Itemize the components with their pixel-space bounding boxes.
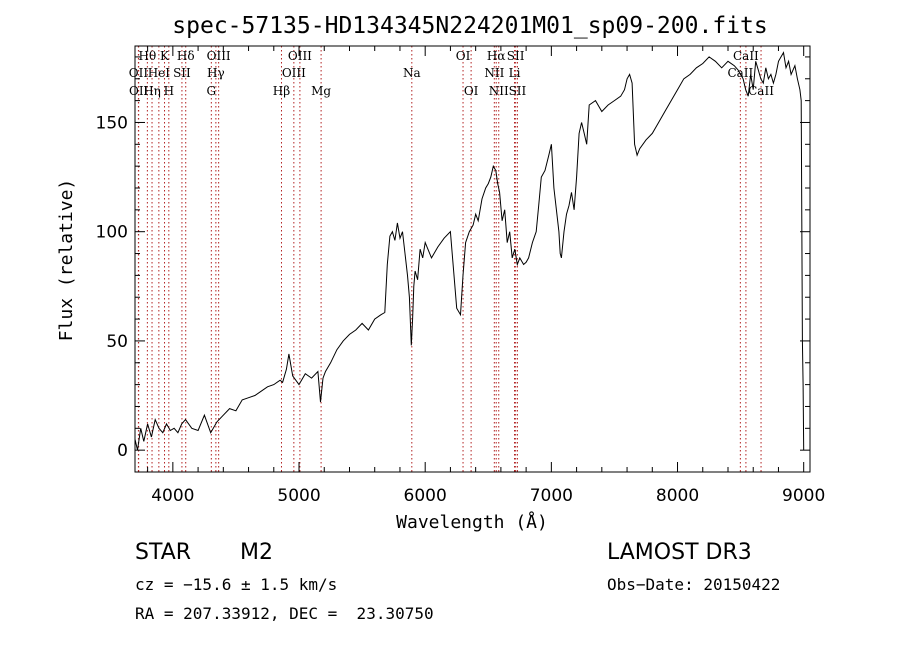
x-axis-ticks: 4000 5000 6000 7000 8000 9000 [147, 46, 825, 506]
x-tick-label: 5000 [277, 486, 320, 506]
spectral-line-label: OIII [282, 66, 306, 80]
spectral-line-label: SII [507, 49, 525, 63]
spectral-line-labels: HθOIIOIIHηHeIKHSIIHδGHγOIIIHβOIIIOIIIMgN… [129, 49, 774, 98]
spectral-line-markers [137, 46, 762, 472]
spectral-line-label: OI [456, 49, 471, 63]
spectral-line-label: Hδ [177, 49, 195, 63]
spectral-line-label: OII [129, 84, 149, 98]
spectral-line-label: SII [173, 66, 191, 80]
ra-dec-coordinates: RA = 207.33912, DEC = 23.30750 [135, 604, 434, 623]
spectral-line-label: SII [509, 84, 527, 98]
observation-date: Obs−Date: 20150422 [607, 575, 781, 594]
flux-series-line [134, 51, 805, 451]
x-tick-label: 4000 [151, 486, 194, 506]
y-tick-label: 100 [96, 223, 128, 243]
spectral-line-label: Hα [487, 49, 506, 63]
y-axis-label: Flux (relative) [56, 179, 77, 342]
x-axis-label: Wavelength (Å) [396, 511, 548, 533]
spectral-line-label: OIII [207, 49, 231, 63]
spectral-line-label: Hη [143, 84, 161, 98]
spectral-line-label: H [164, 84, 174, 98]
x-tick-label: 9000 [782, 486, 825, 506]
spectral-line-label: K [160, 49, 170, 63]
spectral-line-label: Hβ [273, 84, 290, 98]
object-subclass: M2 [240, 540, 273, 565]
spectral-line-label: OII [129, 66, 149, 80]
x-tick-label: 8000 [656, 486, 699, 506]
spectral-line-label: Na [403, 66, 421, 80]
chart-title: spec-57135-HD134345N224201M01_sp09-200.f… [172, 13, 767, 39]
spectral-line-label: OIII [288, 49, 312, 63]
plot-frame [134, 45, 811, 473]
y-tick-label: 50 [106, 332, 128, 352]
spectral-line-label: NII [484, 66, 504, 80]
spectral-line-label: Mg [311, 84, 331, 98]
spectral-line-label: Hθ [139, 49, 157, 63]
x-tick-label: 6000 [404, 486, 447, 506]
spectral-line-label: CaII [727, 66, 753, 80]
spectral-line-label: CaII [748, 84, 774, 98]
y-tick-label: 0 [117, 441, 128, 461]
spectral-line-label: HeI [148, 66, 171, 80]
spectral-line-label: Li [509, 66, 521, 80]
spectrum-chart: spec-57135-HD134345N224201M01_sp09-200.f… [56, 13, 825, 533]
survey-name: LAMOST DR3 [607, 540, 752, 565]
spectral-line-label: NII [489, 84, 509, 98]
redshift-cz: cz = −15.6 ± 1.5 km/s [135, 575, 338, 594]
x-tick-label: 7000 [530, 486, 573, 506]
object-class: STAR [135, 540, 192, 565]
y-tick-label: 150 [96, 113, 128, 133]
spectral-line-label: G [207, 84, 217, 98]
spectral-line-label: Hγ [207, 66, 225, 80]
spectral-line-label: OI [464, 84, 479, 98]
y-axis-ticks: 0 50 100 150 [96, 56, 810, 473]
spectral-line-label: CaII [733, 49, 759, 63]
